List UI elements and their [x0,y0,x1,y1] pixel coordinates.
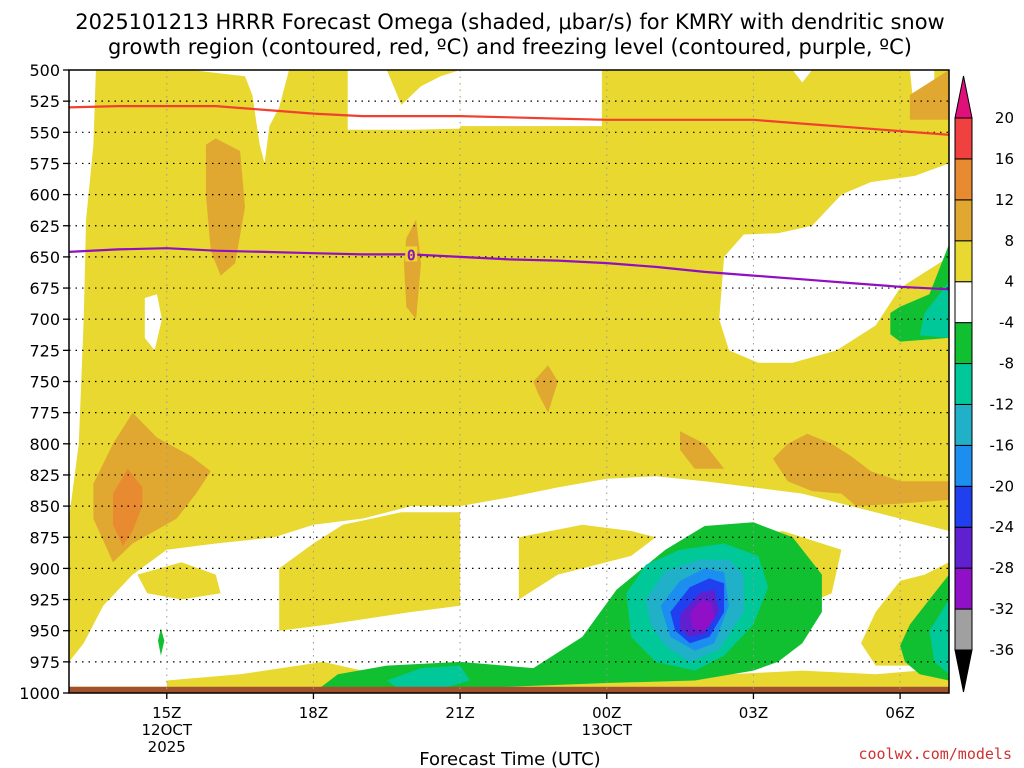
colorbar-swatch-9 [954,281,973,324]
x-axis-label: Forecast Time (UTC) [419,749,600,768]
colorbar-label-8: 8 [1004,232,1014,250]
freezing-label-bg [405,246,418,262]
omega-region-3 [347,70,461,130]
omega-region-1 [69,70,96,519]
omega-region-10 [137,562,221,600]
freezing-level-label: 0 [407,246,416,264]
colorbar-swatch-1 [954,608,973,651]
x-tick-label-03Z: 03Z [739,704,768,722]
y-tick-label-675: 675 [29,279,60,298]
omega-region-15 [205,138,245,276]
omega-region-12 [518,524,656,600]
y-tick-label-750: 750 [29,373,60,392]
x-tick-label-06Z: 06Z [885,704,914,722]
omega-region-7 [719,163,949,363]
colorbar-swatch-4 [954,485,973,528]
colorbar-swatch-12 [954,158,973,201]
y-tick-label-500: 500 [29,61,60,80]
colorbar-label--12: -12 [990,395,1015,413]
omega-region-8 [144,294,162,351]
omega-region-16 [403,219,421,320]
colorbar-swatch-7 [954,363,973,405]
y-tick-label-1000: 1000 [19,684,60,703]
pressure-axis: 500 525 550 575 600 625 650 675 700 725 750 775 800 8… [19,61,69,703]
colorbar-arrow-top [954,75,973,119]
x-tick-date-15Z: 12OCT [142,721,193,739]
omega-region-2 [191,70,289,164]
credit-text: coolwx.com/models [858,745,1012,763]
x-tick-label-15Z: 15Z [152,704,181,722]
colorbar-swatch-8 [954,322,973,365]
colorbar-label--4: -4 [999,314,1014,332]
omega-region-36 [69,686,949,693]
y-tick-label-975: 975 [29,653,60,672]
y-tick-label-825: 825 [29,466,60,485]
colorbar-label--32: -32 [990,600,1015,618]
omega-region-6 [792,70,813,83]
colorbar-label-4: 4 [1004,273,1014,291]
colorbar-label--36: -36 [990,641,1015,659]
omega-region-11 [279,512,461,631]
omega-region-30 [929,599,949,675]
x-tick-date-00Z: 13OCT [582,721,633,739]
colorbar-label--8: -8 [999,355,1014,373]
colorbar-swatch-3 [954,526,973,569]
freezing-level-line [68,247,950,291]
omega-region-21 [909,70,949,120]
x-tick-label-21Z: 21Z [445,704,474,722]
y-tick-label-875: 875 [29,528,60,547]
omega-region-22 [113,468,143,546]
colorbar: -36 -32 -28 -24 -20 -16 -12 -8 -4 4 8 12 16 20 [954,75,1015,693]
x-tick-year-15Z: 2025 [148,738,186,756]
colorbar-label-16: 16 [995,150,1014,168]
colorbar-label--28: -28 [990,559,1015,577]
omega-region-29 [919,281,949,338]
contour-lines: 0 [68,105,950,291]
colorbar-arrow-bottom [954,649,973,693]
colorbar-label--16: -16 [990,436,1015,454]
omega-region-20 [773,433,949,507]
y-tick-label-575: 575 [29,154,60,173]
y-tick-label-725: 725 [29,341,60,360]
dendritic-growth-line [68,105,950,136]
x-tick-label-18Z: 18Z [299,704,328,722]
y-tick-label-550: 550 [29,123,60,142]
colorbar-swatch-6 [954,403,973,446]
colorbar-label--20: -20 [990,477,1015,495]
y-tick-label-625: 625 [29,217,60,236]
omega-region-35 [689,599,715,631]
y-tick-label-900: 900 [29,559,60,578]
colorbar-swatch-2 [954,567,973,610]
omega-shaded-regions [69,70,950,693]
chart-title-line2: growth region (contoured, red, ºC) and f… [108,35,912,59]
omega-region-28 [386,665,470,691]
omega-region-19 [680,431,725,469]
chart-title-line1: 2025101213 HRRR Forecast Omega (shaded, … [75,10,945,34]
y-tick-label-925: 925 [29,591,60,610]
colorbar-swatch-10 [954,240,973,283]
colorbar-swatch-11 [954,199,973,242]
x-tick-label-00Z: 00Z [592,704,621,722]
y-tick-label-700: 700 [29,310,60,329]
colorbar-swatch-5 [954,444,973,487]
y-tick-label-850: 850 [29,497,60,516]
colorbar-label--24: -24 [990,518,1015,536]
y-tick-label-950: 950 [29,622,60,641]
y-tick-label-650: 650 [29,248,60,267]
omega-region-17 [533,365,558,413]
y-tick-label-775: 775 [29,404,60,423]
omega-region-26 [158,628,165,656]
colorbar-label-12: 12 [995,191,1014,209]
omega-region-4 [460,70,602,127]
y-tick-label-525: 525 [29,92,60,111]
y-tick-label-600: 600 [29,186,60,205]
y-tick-label-800: 800 [29,435,60,454]
colorbar-swatch-13 [954,117,973,160]
colorbar-label-20: 20 [995,109,1014,127]
